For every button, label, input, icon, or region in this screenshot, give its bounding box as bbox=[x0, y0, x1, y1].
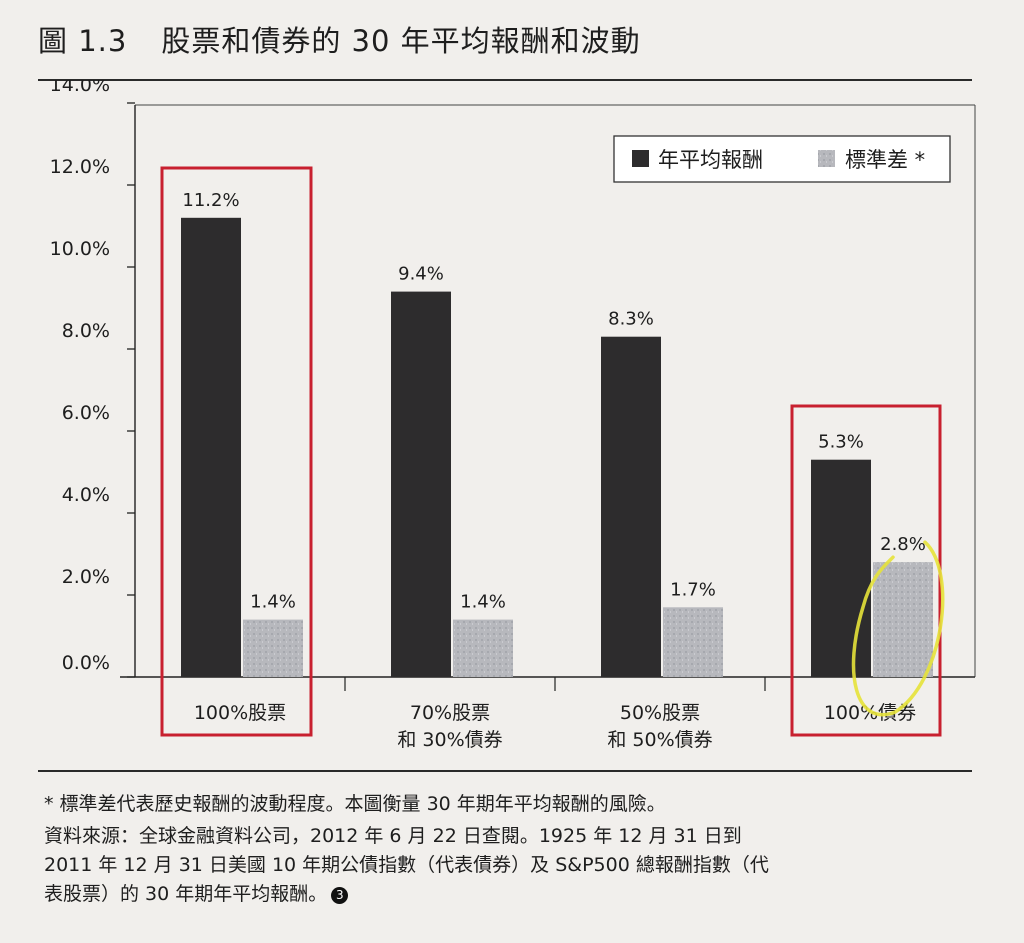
legend-label-return: 年平均報酬 bbox=[658, 148, 763, 172]
y-tick-label: 8.0% bbox=[62, 320, 110, 342]
bar-stdev bbox=[873, 562, 933, 677]
figure-title: 圖 1.3 股票和債券的 30 年平均報酬和波動 bbox=[38, 18, 641, 60]
source-text: 資料來源：全球金融資料公司，2012 年 6 月 22 日查閱。1925 年 1… bbox=[44, 825, 769, 905]
legend-label-stdev: 標準差 * bbox=[845, 148, 925, 172]
top-rule bbox=[38, 79, 972, 81]
y-tick-label: 6.0% bbox=[62, 402, 110, 424]
category-label: 100%股票 bbox=[194, 702, 286, 724]
y-tick-label: 10.0% bbox=[50, 238, 110, 260]
legend-box bbox=[613, 135, 951, 183]
highlighter-circle bbox=[851, 540, 945, 717]
legend-swatch-return bbox=[632, 150, 649, 167]
highlight-box bbox=[160, 166, 313, 737]
bar-return bbox=[601, 336, 661, 677]
y-tick-label: 2.0% bbox=[62, 566, 110, 588]
bar-return bbox=[391, 291, 451, 677]
data-label-return: 8.3% bbox=[608, 309, 654, 330]
y-tick-label: 0.0% bbox=[62, 652, 110, 674]
category-label: 和 30%債券 bbox=[397, 729, 502, 751]
source-note: 資料來源：全球金融資料公司，2012 年 6 月 22 日查閱。1925 年 1… bbox=[44, 822, 984, 909]
figure-title-text: 股票和債券的 30 年平均報酬和波動 bbox=[161, 24, 641, 58]
reference-badge: 3 bbox=[331, 887, 349, 904]
footnote: * 標準差代表歷史報酬的波動程度。本圖衡量 30 年期年平均報酬的風險。 bbox=[44, 790, 984, 819]
legend-swatch-stdev bbox=[818, 150, 835, 167]
footnote-text: * 標準差代表歷史報酬的波動程度。本圖衡量 30 年期年平均報酬的風險。 bbox=[44, 793, 666, 815]
category-label: 70%股票 bbox=[410, 702, 490, 724]
y-tick-label: 12.0% bbox=[50, 156, 110, 178]
data-label-stdev: 1.7% bbox=[670, 579, 716, 600]
data-label-stdev: 1.4% bbox=[460, 592, 506, 613]
data-label-stdev: 2.8% bbox=[880, 534, 926, 555]
data-label-return: 5.3% bbox=[818, 432, 864, 453]
bar-return bbox=[811, 459, 871, 677]
category-label: 和 50%債券 bbox=[607, 729, 712, 751]
data-label-stdev: 1.4% bbox=[250, 592, 296, 613]
bar-chart: 0.0% 2.0% 4.0% 6.0% 8.0% 10.0% 12.0% 14.0% 11.2%… bbox=[50, 80, 976, 751]
bar-stdev bbox=[453, 619, 513, 677]
category-label: 50%股票 bbox=[620, 702, 700, 724]
figure-number: 圖 1.3 bbox=[38, 24, 128, 58]
bar-stdev bbox=[243, 619, 303, 677]
data-label-return: 9.4% bbox=[398, 264, 444, 285]
y-tick-label: 14.0% bbox=[50, 80, 110, 96]
bottom-rule bbox=[38, 770, 972, 772]
bar-return bbox=[181, 217, 241, 678]
bar-stdev bbox=[663, 607, 723, 677]
y-tick-label: 4.0% bbox=[62, 484, 110, 506]
data-label-return: 11.2% bbox=[182, 190, 239, 211]
